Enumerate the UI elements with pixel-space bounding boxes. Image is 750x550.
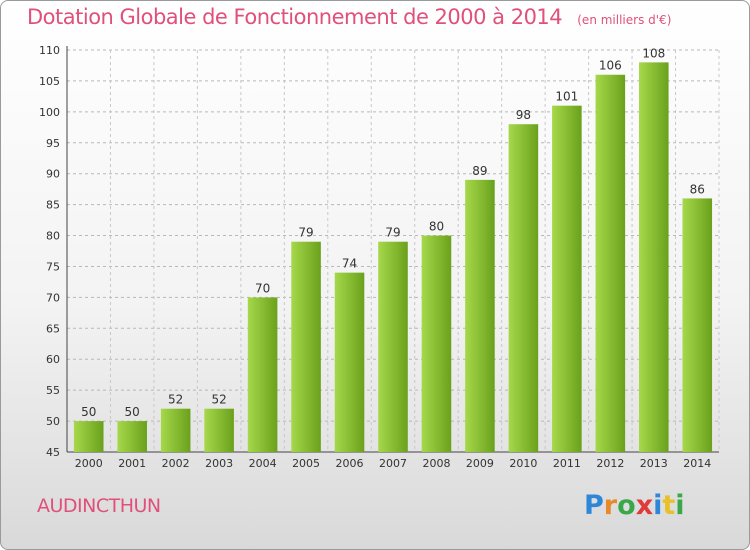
data-label: 86 [690,182,705,196]
x-tick-label: 2007 [379,457,407,470]
proxiti-logo: Proxiti [584,490,685,521]
y-tick-label: 90 [46,168,60,181]
x-tick-label: 2010 [509,457,537,470]
bar-2000 [73,421,104,452]
bar-2005 [291,241,321,452]
bar-2001 [117,421,147,452]
data-label: 101 [555,90,578,104]
x-tick-label: 2002 [162,457,190,470]
data-label: 89 [472,164,487,178]
x-tick-label: 2012 [596,457,624,470]
commune-name: AUDINCTHUN [37,495,161,517]
bars [73,62,713,453]
x-tick-label: 2001 [118,457,146,470]
title-row: Dotation Globale de Fonctionnement de 20… [27,5,671,29]
y-tick-label: 95 [46,137,60,150]
bar-2009 [465,179,495,452]
logo-letter: x [635,490,654,521]
x-tick-label: 2011 [553,457,581,470]
bar-2013 [639,62,669,452]
x-tick-label: 2009 [466,457,494,470]
bar-2008 [421,235,452,452]
bar-2011 [552,105,582,453]
data-label: 50 [81,405,96,419]
data-label: 80 [429,220,444,234]
x-tick-label: 2014 [683,457,711,470]
bar-2006 [334,272,365,452]
bar-2003 [204,408,234,452]
x-tick-label: 2004 [249,457,277,470]
x-tick-label: 2000 [75,457,103,470]
logo-letter: o [617,490,636,521]
y-tick-label: 75 [46,260,60,273]
bar-2010 [508,124,539,452]
x-tick-label: 2006 [336,457,364,470]
y-tick-label: 60 [46,353,60,366]
bar-2004 [247,297,278,452]
x-tick-label: 2013 [640,457,668,470]
data-label: 98 [516,108,531,122]
logo-letter: r [603,490,618,521]
data-label: 50 [125,405,140,419]
data-label: 70 [255,281,270,295]
x-tick-label: 2008 [422,457,450,470]
y-tick-label: 70 [46,291,60,304]
data-label: 52 [211,393,226,407]
bar-2014 [682,198,713,452]
chart-title: Dotation Globale de Fonctionnement de 20… [27,5,563,29]
logo-letter: i [653,490,663,521]
data-label: 52 [168,393,183,407]
y-tick-label: 85 [46,199,60,212]
logo-letter: t [662,490,676,521]
data-label: 74 [342,257,357,271]
y-tick-label: 45 [46,446,60,459]
y-tick-label: 100 [39,106,60,119]
chart-subtitle: (en milliers d'€) [577,13,672,27]
data-label: 108 [642,46,665,60]
y-tick-label: 65 [46,322,60,335]
logo-letter: P [584,490,604,521]
y-tick-label: 55 [46,384,60,397]
x-tick-label: 2003 [205,457,233,470]
bar-2012 [595,74,626,452]
bar-2007 [378,241,408,452]
y-tick-label: 110 [39,44,60,57]
logo-letter: i [675,490,685,521]
y-tick-label: 50 [46,415,60,428]
bar-2002 [160,408,191,452]
x-tick-label: 2005 [292,457,320,470]
data-label: 79 [385,226,400,240]
data-labels: 50 50 52 52 70 79 74 79 80 89 98 101 106 108 86 [81,46,705,419]
y-tick-label: 105 [39,75,60,88]
y-tick-label: 80 [46,230,60,243]
data-label: 79 [298,226,313,240]
data-label: 106 [599,59,622,73]
